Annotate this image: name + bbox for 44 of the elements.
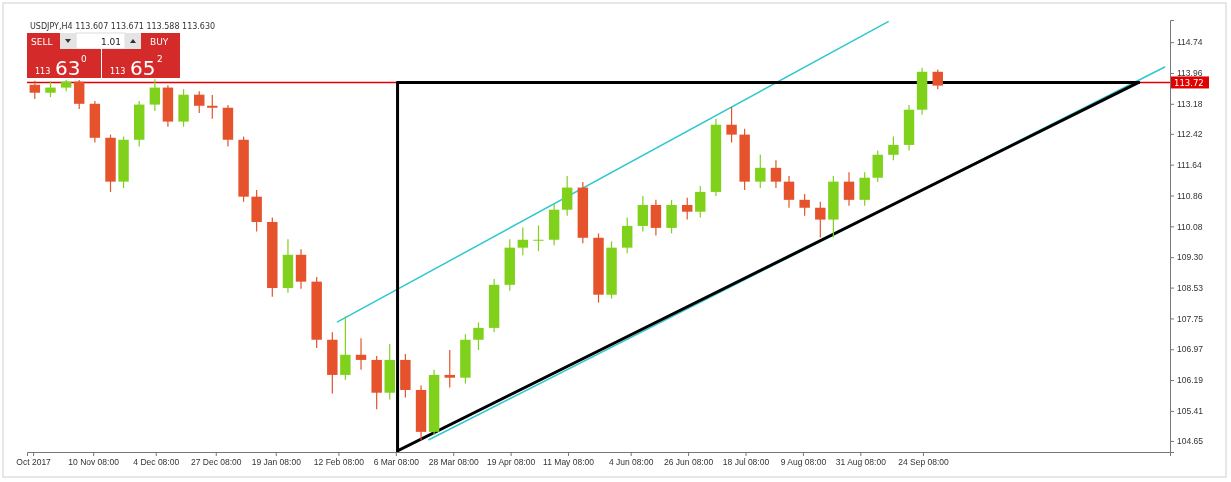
annotation: 1.01: [100, 36, 121, 47]
x-tick-label: 26 Jun 08:00: [664, 457, 714, 468]
y-tick-label: 113.96: [1177, 68, 1203, 79]
y-tick-label: 114.74: [1177, 37, 1203, 48]
y-tick-label: 105.41: [1177, 406, 1204, 417]
annotation: 113: [35, 67, 51, 76]
x-tick-label: 19 Jan 08:00: [251, 457, 302, 468]
ref-line-label: 113.72: [1174, 77, 1204, 88]
y-tick-label: 112.42: [1177, 129, 1203, 140]
y-tick-label: 106.97: [1177, 344, 1204, 355]
y-tick-label: 111.64: [1177, 159, 1203, 170]
x-tick-label: 6 Mar 08:00: [373, 457, 420, 468]
x-tick-label: 11 May 08:00: [543, 457, 595, 468]
x-tick-label: 4 Dec 08:00: [133, 457, 180, 468]
x-tick-label: 19 Apr 08:00: [487, 457, 536, 468]
y-tick-label: 110.86: [1177, 190, 1203, 201]
annotation: BUY: [150, 36, 169, 47]
annotation: SELL: [31, 36, 53, 47]
lot-size-field: 1.01: [75, 32, 126, 50]
annotation: 113: [110, 67, 126, 76]
annotation: 65: [130, 56, 156, 80]
x-tick-label: 12 Feb 08:00: [313, 457, 365, 468]
x-tick-label: 10 Nov 08:00: [68, 457, 120, 468]
y-tick-label: 113.18: [1177, 99, 1203, 110]
chart-title: USDJPY,H4 113.607 113.671 113.588 113.630: [30, 22, 216, 31]
x-tick-label: 28 Mar 08:00: [428, 457, 480, 468]
x-tick-label: 31 Aug 08:00: [835, 457, 887, 468]
y-tick-label: 109.30: [1177, 252, 1204, 263]
x-tick-label: 4 Jun 08:00: [608, 457, 654, 468]
x-tick-label: Oct 2017: [16, 457, 52, 468]
x-tick-label: 18 Jul 08:00: [722, 457, 770, 468]
x-tick-label: 24 Sep 08:00: [898, 457, 950, 468]
buy-button: BUY: [141, 33, 180, 49]
y-tick-label: 104.65: [1177, 436, 1204, 447]
y-tick-label: 106.19: [1177, 375, 1204, 386]
x-tick-label: 27 Dec 08:00: [190, 457, 242, 468]
annotation: 0: [81, 54, 87, 64]
y-tick-label: 110.08: [1177, 221, 1203, 232]
y-tick-label: 108.53: [1177, 282, 1204, 293]
annotation: 63: [55, 56, 81, 80]
x-tick-label: 9 Aug 08:00: [780, 457, 827, 468]
y-tick-label: 107.75: [1177, 313, 1204, 324]
annotation: 2: [157, 54, 163, 64]
sell-button: SELL: [27, 33, 60, 49]
